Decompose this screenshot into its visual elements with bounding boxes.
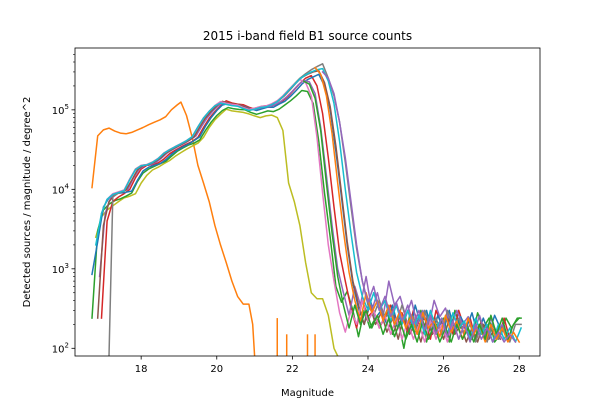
x-tick-label: 18 [135, 364, 148, 375]
y-tick-label: 104 [52, 182, 70, 196]
y-tick-label: 105 [52, 103, 69, 117]
x-tick-label: 22 [286, 364, 299, 375]
x-axis-label: Magnitude [281, 388, 334, 399]
series-line-11 [314, 66, 521, 344]
y-tick-label: 102 [52, 341, 69, 355]
x-tick-label: 24 [362, 364, 375, 375]
series-line-13 [321, 70, 517, 344]
axes: 18 20 22 24 26 28 102 103 104 105 [52, 47, 541, 375]
chart-title: 2015 i-band field B1 source counts [203, 29, 412, 43]
y-tick-label: 103 [52, 262, 69, 276]
series-lines [91, 63, 523, 356]
plot-frame [74, 47, 541, 357]
x-tick-label: 28 [513, 364, 526, 375]
x-tick-label: 26 [437, 364, 450, 375]
y-axis-label: Detected sources / magnitude / degree^2 [22, 97, 33, 308]
series-line-1 [91, 101, 256, 356]
series-line-10 [94, 67, 523, 343]
series-line-2 [94, 108, 339, 356]
x-tick-label: 20 [210, 364, 223, 375]
